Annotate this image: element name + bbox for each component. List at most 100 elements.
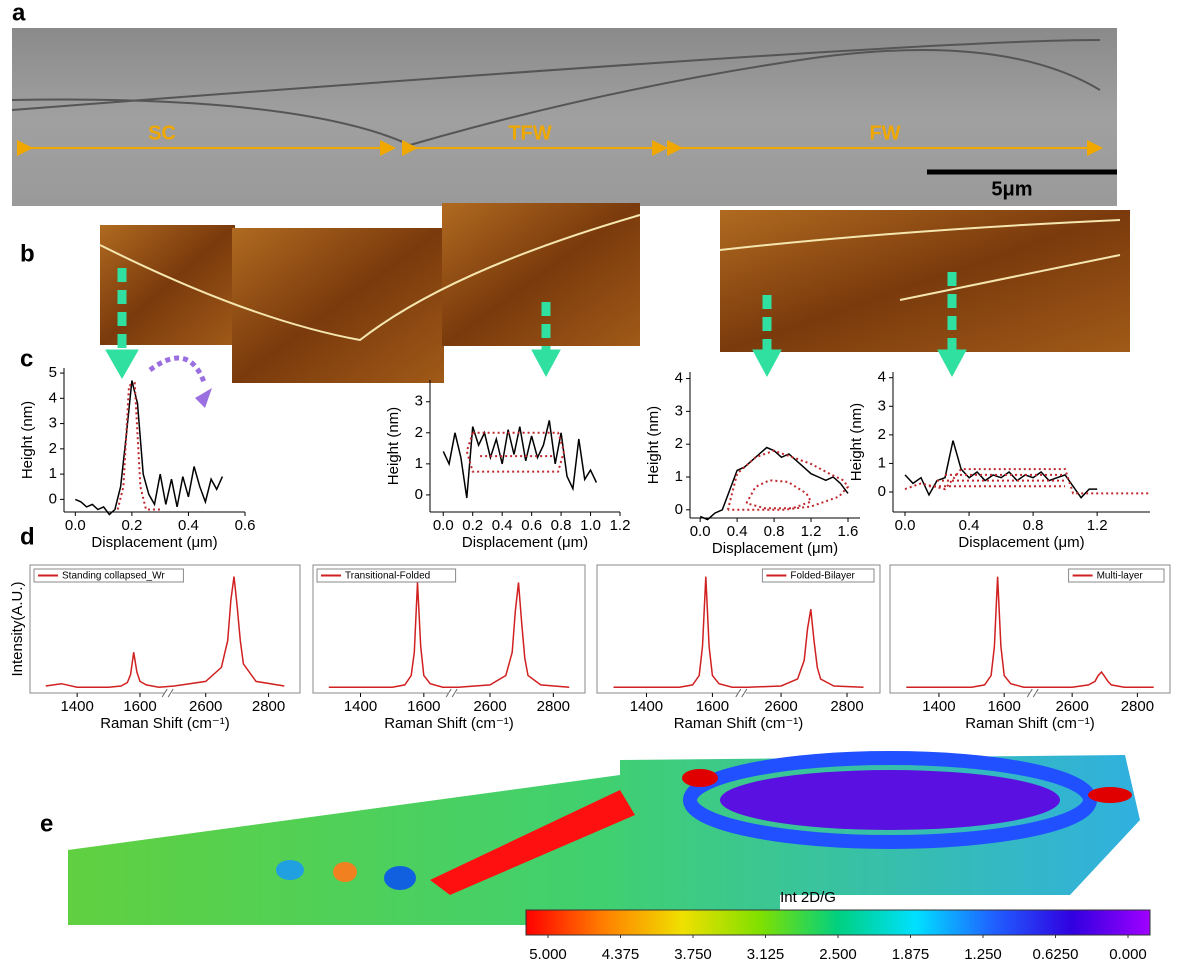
x-axis-label: Displacement (μm) [462,534,588,551]
afm-images [100,203,1130,383]
roll-arrow [150,358,205,385]
x-axis-label: Raman Shift (cm⁻¹) [965,715,1095,732]
x-axis-label: Displacement (μm) [91,534,217,551]
y-tick-label: 2 [415,424,423,441]
legend-label: Transitional-Folded [345,571,430,582]
panel-label: c [20,345,33,372]
figure: SC TFW FW 5μm a b c d e 0123450.00.20.40… [0,0,1180,972]
colorbar-tick-label: 4.375 [602,946,640,963]
x-tick-label: 1600 [696,698,729,715]
x-tick-label: 0.4 [492,517,513,534]
x-tick-label: 1400 [922,698,955,715]
y-tick-label: 2 [675,435,683,452]
plot-frame [890,565,1170,693]
x-tick-label: 1600 [407,698,440,715]
x-tick-label: 2600 [189,698,222,715]
y-tick-label: 0 [415,486,423,503]
plot-frame [30,565,300,693]
series-line [118,383,161,509]
series-line [614,577,864,688]
x-tick-label: 0.0 [690,523,711,540]
x-tick-label: 2800 [252,698,285,715]
panel-label: a [12,0,26,26]
y-axis-label: Height (nm) [645,406,662,484]
colorbar [526,910,1150,935]
y-tick-label: 0 [878,483,886,500]
x-tick-label: 0.8 [764,523,785,540]
series-line [746,480,811,508]
y-axis-label: Height (nm) [19,401,36,479]
y-tick-label: 0 [675,501,683,518]
colorbar-tick-label: 1.250 [964,946,1002,963]
y-tick-label: 3 [675,402,683,419]
x-axis-label: Displacement (μm) [958,534,1084,551]
colorbar-tick-label: 0.6250 [1033,946,1079,963]
y-tick-label: 1 [49,465,57,482]
x-tick-label: 0.6 [235,517,256,534]
x-tick-label: 1.2 [801,523,822,540]
colorbar-tick-label: 2.500 [819,946,857,963]
y-tick-label: 2 [49,440,57,457]
x-tick-label: 0.0 [895,517,916,534]
legend-label: Folded-Bilayer [790,571,855,582]
colorbar-tick-label: 3.750 [674,946,712,963]
panel-label: e [40,810,53,837]
region-label: SC [148,122,176,144]
x-tick-label: 0.4 [727,523,748,540]
x-tick-label: 2800 [830,698,863,715]
colorbar-tick-label: 5.000 [529,946,567,963]
x-tick-label: 2600 [473,698,506,715]
series-line [443,420,596,498]
series-line [905,441,1097,498]
x-tick-label: 0.4 [178,517,199,534]
y-tick-label: 4 [675,370,683,387]
x-tick-label: 1600 [987,698,1020,715]
y-tick-label: 3 [878,397,886,414]
colorbar-tick-label: 0.000 [1109,946,1147,963]
x-tick-label: 0.2 [121,517,142,534]
region-label: TFW [508,122,551,144]
panel-label: b [20,240,35,267]
x-tick-label: 1.6 [838,523,859,540]
y-tick-label: 1 [415,455,423,472]
y-axis-label: Intensity(A.U.) [9,581,26,676]
y-tick-label: 5 [49,364,57,381]
x-tick-label: 0.0 [65,517,86,534]
y-tick-label: 4 [878,369,886,386]
x-axis-label: Raman Shift (cm⁻¹) [674,715,804,732]
x-tick-label: 2800 [537,698,570,715]
x-axis-label: Displacement (μm) [712,540,838,557]
x-tick-label: 1.0 [580,517,601,534]
x-axis-label: Raman Shift (cm⁻¹) [100,715,230,732]
x-tick-label: 2800 [1121,698,1154,715]
plot-frame [313,565,585,693]
x-tick-label: 1.2 [1087,517,1108,534]
region-label: FW [869,122,900,144]
x-tick-label: 0.2 [462,517,483,534]
x-tick-label: 0.8 [551,517,572,534]
roll-arrow-head [195,388,212,408]
scale-bar-label: 5μm [991,178,1032,200]
y-tick-label: 1 [878,454,886,471]
x-tick-label: 2600 [1055,698,1088,715]
x-tick-label: 0.4 [959,517,980,534]
colorbar-title: Int 2D/G [780,889,836,906]
x-tick-label: 1400 [344,698,377,715]
y-axis-label: Height (nm) [385,407,402,485]
series-line [329,583,569,688]
y-axis-label: Height (nm) [848,403,865,481]
y-tick-label: 3 [415,393,423,410]
y-tick-label: 3 [49,415,57,432]
plot-frame [597,565,880,693]
colorbar-tick-label: 3.125 [747,946,785,963]
series-line [46,577,285,688]
x-tick-label: 1400 [60,698,93,715]
series-line [906,577,1153,688]
y-tick-label: 1 [675,468,683,485]
x-tick-label: 0.0 [433,517,454,534]
x-tick-label: 1600 [123,698,156,715]
y-tick-label: 0 [49,490,57,507]
x-tick-label: 1400 [630,698,663,715]
y-tick-label: 2 [878,426,886,443]
x-tick-label: 0.6 [521,517,542,534]
